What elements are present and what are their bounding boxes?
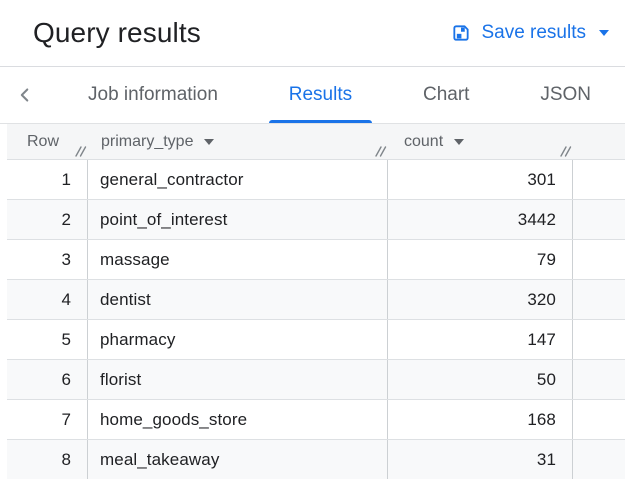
row-number-cell: 1 — [7, 160, 88, 199]
table-header-row: Row primary_type count — [7, 124, 625, 160]
tab-job-information[interactable]: Job information — [68, 67, 238, 123]
tab-label: Chart — [422, 84, 470, 105]
save-icon — [451, 23, 471, 43]
table-row: 3 massage 79 — [7, 240, 625, 280]
save-results-label: Save results — [481, 22, 586, 43]
primary-type-cell: massage — [88, 240, 388, 279]
table-row: 2 point_of_interest 3442 — [7, 200, 625, 240]
spacer-cell — [573, 160, 625, 199]
primary-type-cell: florist — [88, 360, 388, 399]
count-cell: 79 — [388, 240, 573, 279]
tab-json[interactable]: JSON — [520, 67, 611, 123]
table-row: 5 pharmacy 147 — [7, 320, 625, 360]
page-title: Query results — [33, 17, 201, 48]
column-header-count[interactable]: count — [388, 124, 573, 159]
spacer-cell — [573, 200, 625, 239]
column-label: count — [404, 132, 444, 150]
primary-type-cell: point_of_interest — [88, 200, 388, 239]
results-header: Query results Save results — [0, 0, 625, 67]
tab-results[interactable]: Results — [268, 67, 373, 123]
tab-chart[interactable]: Chart — [403, 67, 489, 123]
count-cell: 3442 — [388, 200, 573, 239]
chevron-left-icon — [14, 84, 36, 106]
column-header-row-number[interactable]: Row — [7, 124, 88, 159]
column-resize-handle-icon[interactable] — [559, 144, 572, 157]
row-number-cell: 4 — [7, 280, 88, 319]
row-number-cell: 2 — [7, 200, 88, 239]
tab-label: Results — [288, 84, 353, 105]
table-row: 6 florist 50 — [7, 360, 625, 400]
count-cell: 168 — [388, 400, 573, 439]
column-resize-handle-icon[interactable] — [74, 144, 87, 157]
count-cell: 50 — [388, 360, 573, 399]
row-number-cell: 8 — [7, 440, 88, 479]
table-row: 1 general_contractor 301 — [7, 160, 625, 200]
tab-scroll-left-button[interactable] — [14, 67, 40, 123]
caret-down-icon — [599, 30, 609, 36]
save-results-button[interactable]: Save results — [451, 22, 609, 44]
spacer-cell — [573, 360, 625, 399]
table-row: 8 meal_takeaway 31 — [7, 440, 625, 479]
spacer-cell — [573, 440, 625, 479]
tab-label: JSON — [540, 84, 591, 105]
count-cell: 301 — [388, 160, 573, 199]
spacer-cell — [573, 400, 625, 439]
column-label: Row — [27, 132, 60, 150]
caret-down-icon[interactable] — [204, 138, 215, 145]
row-number-cell: 3 — [7, 240, 88, 279]
count-cell: 147 — [388, 320, 573, 359]
table-row: 7 home_goods_store 168 — [7, 400, 625, 440]
spacer-cell — [573, 320, 625, 359]
tab-list: Job information Results Chart JSON — [68, 67, 611, 123]
spacer-cell — [573, 280, 625, 319]
caret-down-icon[interactable] — [454, 138, 465, 145]
row-number-cell: 5 — [7, 320, 88, 359]
primary-type-cell: general_contractor — [88, 160, 388, 199]
count-cell: 320 — [388, 280, 573, 319]
table-row: 4 dentist 320 — [7, 280, 625, 320]
row-number-cell: 7 — [7, 400, 88, 439]
results-table: Row primary_type count — [7, 124, 625, 479]
row-number-cell: 6 — [7, 360, 88, 399]
spacer-cell — [573, 240, 625, 279]
primary-type-cell: dentist — [88, 280, 388, 319]
column-label: primary_type — [101, 132, 194, 150]
tab-label: Job information — [88, 84, 218, 105]
primary-type-cell: home_goods_store — [88, 400, 388, 439]
results-tab-bar: Job information Results Chart JSON — [0, 67, 625, 124]
count-cell: 31 — [388, 440, 573, 479]
table-body: 1 general_contractor 301 2 point_of_inte… — [7, 160, 625, 479]
column-header-primary-type[interactable]: primary_type — [88, 124, 388, 159]
column-header-spacer — [573, 124, 625, 159]
primary-type-cell: pharmacy — [88, 320, 388, 359]
column-resize-handle-icon[interactable] — [374, 144, 387, 157]
primary-type-cell: meal_takeaway — [88, 440, 388, 479]
